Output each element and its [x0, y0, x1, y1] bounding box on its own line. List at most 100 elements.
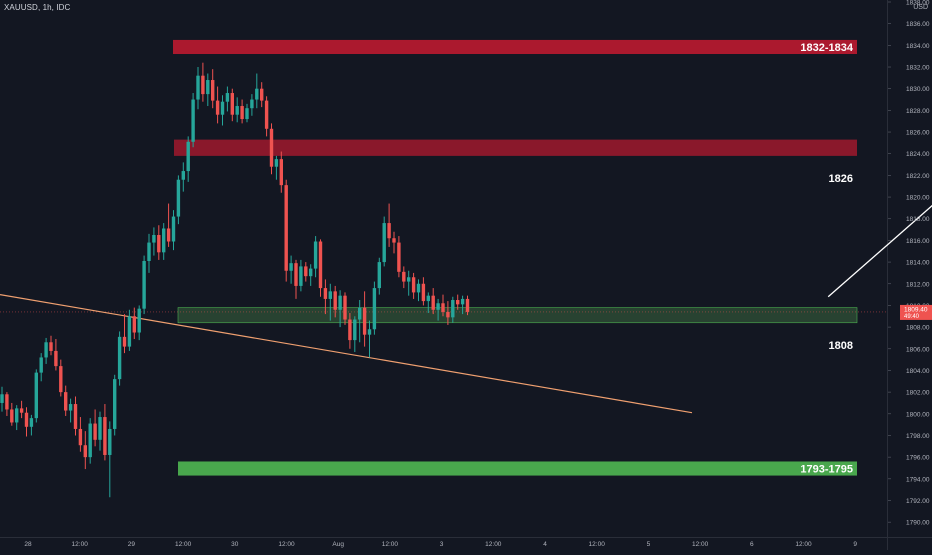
candle-body [230, 93, 234, 115]
candle [377, 257, 381, 295]
price-axis-tick-label: 1812.00 [906, 281, 930, 288]
price-axis-tick-label: 1838.00 [906, 0, 930, 7]
candle [44, 337, 48, 364]
zone-1826-label: 1826 [829, 173, 853, 185]
time-axis-tick-label: 4 [543, 541, 547, 548]
candle-body [15, 408, 19, 423]
candle-body [196, 75, 200, 100]
time-axis-tick-label: 12:00 [485, 541, 502, 548]
candle [147, 233, 151, 273]
zones-layer: 1832-1834 1826 1808 1793-1795 [0, 39, 887, 476]
candle [250, 94, 254, 116]
price-tag-countdown: 49:40 [904, 314, 920, 320]
candle [343, 292, 347, 325]
candle-body [44, 342, 48, 358]
candle-body [456, 300, 460, 305]
time-axis-tick-label: 28 [24, 541, 32, 548]
candle [103, 404, 107, 461]
candle-body [68, 404, 73, 411]
candle-body [73, 404, 78, 429]
candle [54, 339, 58, 371]
candle [260, 82, 264, 108]
candle-body [64, 392, 68, 411]
candle-body [108, 428, 112, 455]
candle [127, 309, 132, 351]
candle-body [245, 108, 249, 120]
candle [387, 203, 391, 247]
candle-body [225, 93, 230, 102]
time-axis[interactable]: 28 12:00 29 12:00 30 12:00 Aug 12:00 3 12:00 4 12:0… [24, 541, 857, 548]
candle [255, 73, 259, 109]
candle [353, 316, 357, 353]
candle [113, 374, 117, 436]
candle [362, 291, 367, 347]
price-axis-tick-label: 1806.00 [906, 346, 930, 353]
candle [225, 86, 230, 112]
candle [431, 288, 435, 315]
candle-body [269, 128, 274, 167]
candle-body [142, 260, 146, 309]
candle [132, 307, 136, 340]
candle-body [441, 303, 445, 312]
candle [284, 179, 288, 282]
candle-body [465, 298, 470, 312]
price-axis[interactable]: 1790.00 1792.00 1794.00 1796.00 1798.00 1800.… [888, 0, 930, 527]
candle [348, 313, 352, 349]
candle-body [426, 295, 430, 302]
candle-body [274, 159, 279, 167]
candle [73, 396, 78, 436]
candle-body [446, 311, 450, 318]
time-axis-tick-label: 6 [750, 541, 754, 548]
candle [318, 239, 323, 297]
candle [108, 421, 112, 498]
candle-body [250, 99, 254, 109]
candle-body [157, 234, 161, 253]
price-axis-tick-label: 1790.00 [906, 520, 930, 527]
candle-body [152, 234, 156, 243]
candle-body [372, 288, 377, 330]
candle [397, 236, 401, 278]
candle-body [24, 412, 29, 427]
candle-body [411, 277, 416, 293]
time-axis-tick-label: 3 [440, 541, 444, 548]
candle-body [304, 266, 308, 277]
zone-1808 [177, 307, 858, 324]
candle-body [137, 308, 141, 333]
candle-body [117, 336, 122, 380]
candle [407, 270, 411, 296]
candle [211, 69, 215, 109]
zone-1832-1834 [173, 39, 857, 55]
candle-body [318, 241, 323, 289]
candle-body [260, 88, 264, 101]
candle-body [191, 99, 195, 142]
candle-body [88, 423, 92, 458]
candle-body [343, 295, 347, 320]
candle [78, 417, 83, 452]
price-axis-tick-label: 1800.00 [906, 411, 930, 418]
candle [64, 385, 68, 416]
candle-body [309, 268, 313, 277]
candle [34, 369, 38, 423]
candle-body [171, 216, 176, 242]
candle [367, 320, 372, 358]
candle-body [397, 242, 401, 272]
candles-layer [0, 62, 470, 498]
candle [201, 62, 205, 102]
price-axis-tick-label: 1826.00 [906, 130, 930, 137]
candle-body [353, 319, 357, 341]
time-axis-tick-label: Aug [332, 541, 344, 548]
candle [162, 223, 166, 260]
price-axis-tick-label: 1794.00 [906, 476, 930, 483]
candle-body [407, 277, 411, 282]
candle [142, 255, 146, 315]
projection-arrow-line [827, 204, 932, 298]
candle [338, 290, 342, 328]
price-axis-tick-label: 1808.00 [906, 325, 930, 332]
candle [328, 283, 332, 321]
candle [59, 359, 63, 397]
candle [426, 292, 430, 314]
candle-body [367, 329, 372, 335]
candle [323, 279, 328, 315]
